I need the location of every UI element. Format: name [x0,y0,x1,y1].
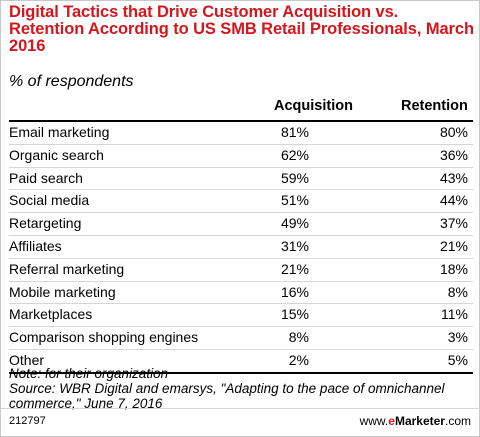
table-row: Retargeting 49% 37% [9,213,473,236]
retention-value: 5% [447,351,468,368]
retention-value: 21% [439,237,468,254]
acquisition-value: 31% [280,237,309,254]
brand-marketer: Marketer [394,414,445,428]
column-header-acquisition: Acquisition [274,98,353,114]
row-label: Retargeting [9,215,82,232]
footer-divider [1,408,480,409]
acquisition-value: 49% [280,215,309,232]
row-label: Mobile marketing [9,283,116,300]
row-label: Affiliates [9,237,62,254]
retention-value: 3% [447,329,468,346]
table-row: Referral marketing 21% 18% [9,259,473,282]
row-label: Organic search [9,146,104,163]
footnotes: Note: for their organization Source: WBR… [9,366,474,411]
acquisition-value: 21% [280,260,309,277]
retention-value: 37% [439,215,468,232]
table-row: Comparison shopping engines 8% 3% [9,327,473,350]
acquisition-value: 8% [288,329,309,346]
table-row: Email marketing 81% 80% [9,122,473,145]
column-header-retention: Retention [401,98,468,114]
acquisition-value: 62% [280,146,309,163]
brand-logo: www.eMarketer.com [360,414,471,428]
row-label: Comparison shopping engines [9,329,199,346]
row-label: Marketplaces [9,306,93,323]
retention-value: 80% [439,124,468,140]
table-header: Acquisition Retention [9,95,473,119]
table-row: Organic search 62% 36% [9,145,473,168]
retention-value: 36% [439,146,468,163]
retention-value: 43% [439,169,468,186]
table-body: Email marketing 81% 80% Organic search 62% 36… [9,120,473,374]
acquisition-value: 81% [280,124,309,140]
chart-title: Digital Tactics that Drive Customer Acqu… [9,3,474,55]
acquisition-value: 15% [280,306,309,323]
acquisition-value: 2% [288,351,309,368]
row-label: Social media [9,192,90,209]
row-label: Other [9,351,45,368]
chart-code: 212797 [9,415,46,427]
table-row: Paid search 59% 43% [9,168,473,191]
source-text: Source: WBR Digital and emarsys, "Adapti… [9,381,445,411]
retention-value: 11% [441,306,468,323]
table-row: Mobile marketing 16% 8% [9,282,473,305]
acquisition-value: 59% [280,169,309,186]
table-row: Social media 51% 44% [9,190,473,214]
retention-value: 18% [439,260,468,277]
table-row: Marketplaces 15% 11% [9,304,473,328]
row-label: Referral marketing [9,260,125,277]
acquisition-value: 16% [280,283,309,300]
brand-prefix: www. [359,414,389,428]
retention-value: 8% [447,283,468,300]
chart-subtitle: % of respondents [9,73,134,90]
brand-suffix: .com [444,414,471,428]
row-label: Email marketing [9,124,110,140]
retention-value: 44% [439,192,468,209]
acquisition-value: 51% [280,192,309,209]
note-text: Note: for their organization [9,366,169,381]
brand-e: e [388,414,395,428]
table-row: Other 2% 5% [9,350,473,374]
row-label: Paid search [9,169,83,186]
table-row: Affiliates 31% 21% [9,236,473,259]
